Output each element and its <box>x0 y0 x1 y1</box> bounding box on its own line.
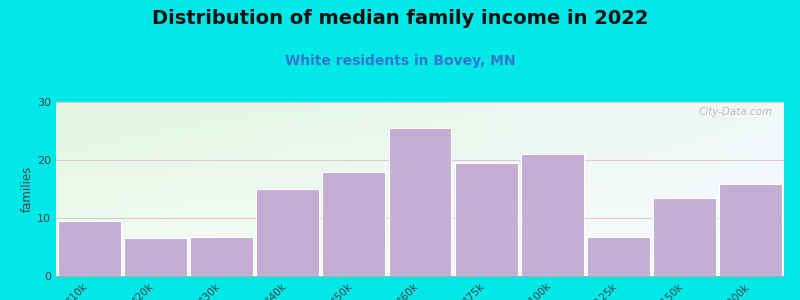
Bar <box>521 154 584 276</box>
Bar <box>389 128 451 276</box>
Bar <box>587 237 650 276</box>
Bar <box>58 221 121 276</box>
Bar <box>654 198 716 276</box>
Bar <box>124 238 186 276</box>
Bar <box>719 184 782 276</box>
Bar <box>454 163 518 276</box>
Bar <box>322 172 386 276</box>
Bar <box>190 237 253 276</box>
Text: Distribution of median family income in 2022: Distribution of median family income in … <box>152 9 648 28</box>
Text: White residents in Bovey, MN: White residents in Bovey, MN <box>285 54 515 68</box>
Bar <box>256 189 319 276</box>
Y-axis label: families: families <box>22 166 34 212</box>
Text: City-Data.com: City-Data.com <box>699 107 773 117</box>
